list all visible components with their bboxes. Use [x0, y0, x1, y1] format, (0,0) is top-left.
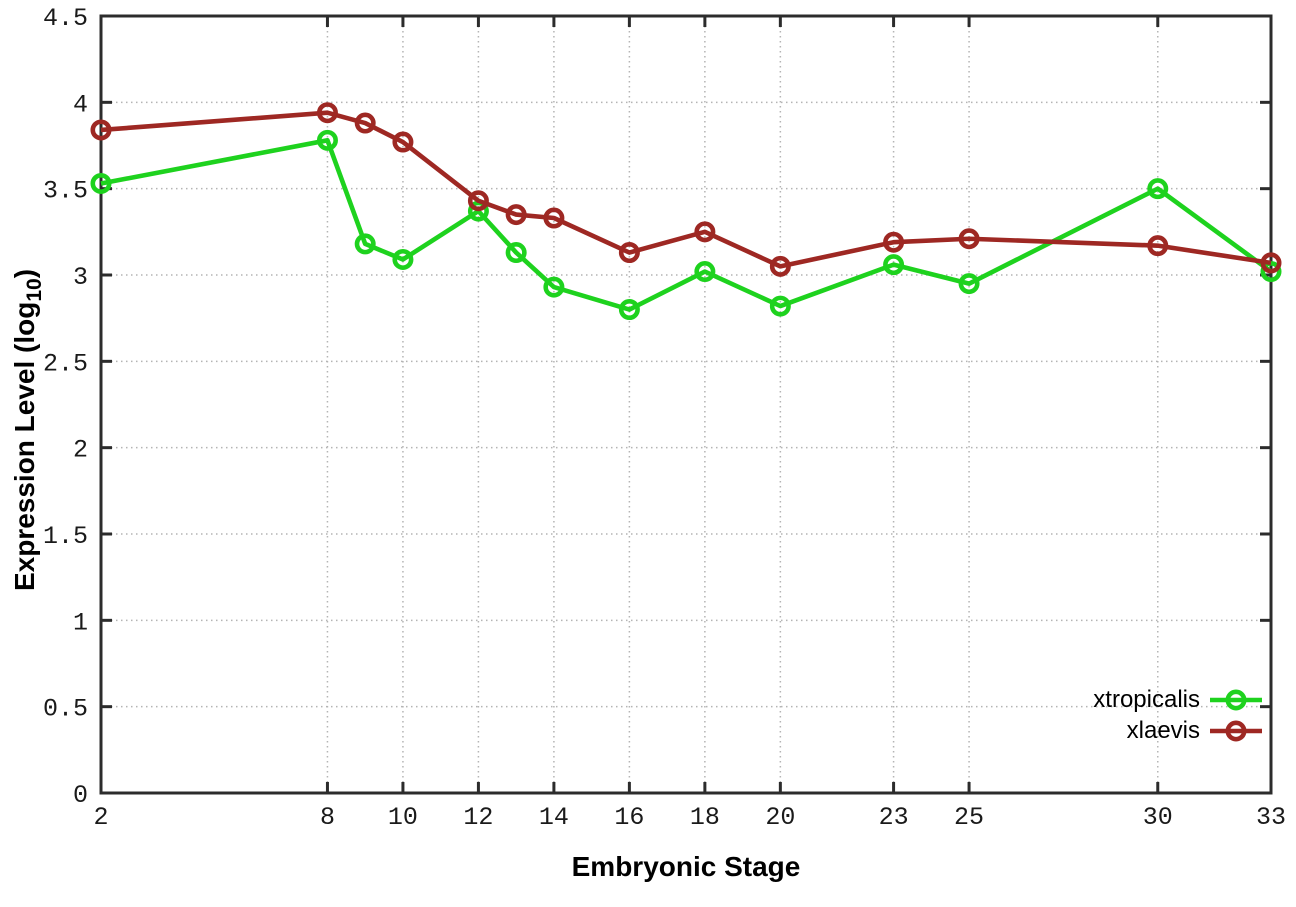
- data-point-xlaevis-stage-8: [316, 102, 338, 124]
- data-point-xlaevis-stage-14: [543, 207, 565, 229]
- data-point-xtropicalis-stage-33: [1260, 261, 1282, 283]
- y-tick-label: 1: [73, 608, 88, 637]
- data-point-xlaevis-stage-18: [694, 221, 716, 243]
- data-point-xtropicalis-stage-30: [1147, 178, 1169, 200]
- y-axis-title: Expression Level (log10): [9, 269, 46, 591]
- series-line-xtropicalis: [100, 138, 1273, 312]
- legend-label-xlaevis: xlaevis: [1126, 716, 1200, 744]
- data-point-xtropicalis-stage-8: [316, 129, 338, 151]
- data-point-xlaevis-stage-16: [618, 242, 640, 264]
- data-point-xlaevis-stage-20: [769, 255, 791, 277]
- legend-item-xtropicalis: xtropicalis: [1093, 684, 1263, 715]
- data-point-xlaevis-stage-10: [392, 131, 414, 153]
- data-point-xtropicalis-stage-9: [354, 233, 376, 255]
- y-tick-label: 1.5: [43, 522, 88, 551]
- y-tick-label: 2.5: [43, 349, 88, 378]
- y-tick-label: 3.5: [43, 177, 88, 206]
- y-tick-label: 0: [73, 781, 88, 810]
- y-tick-label: 3: [73, 263, 88, 292]
- data-point-xlaevis-stage-12: [467, 190, 489, 212]
- data-point-xlaevis-stage-23: [883, 231, 905, 253]
- data-point-xlaevis-stage-25: [958, 228, 980, 250]
- x-tick-label: 23: [879, 803, 909, 832]
- legend-item-xlaevis: xlaevis: [1093, 715, 1263, 746]
- data-point-xlaevis-stage-33: [1260, 252, 1282, 274]
- y-tick-label: 2: [73, 436, 88, 465]
- x-tick-label: 10: [388, 803, 418, 832]
- series-line-xlaevis: [100, 110, 1272, 269]
- data-point-xlaevis-stage-13: [505, 204, 527, 226]
- data-point-xtropicalis-stage-2: [90, 172, 112, 194]
- y-tick-label: 4: [73, 90, 88, 119]
- x-tick-label: 18: [690, 803, 720, 832]
- data-point-xtropicalis-stage-18: [694, 261, 716, 283]
- data-point-xtropicalis-stage-20: [769, 295, 791, 317]
- data-point-xtropicalis-stage-13: [505, 242, 527, 264]
- y-tick-label: 0.5: [43, 695, 88, 724]
- x-tick-label: 2: [93, 803, 108, 832]
- legend: xtropicalis xlaevis: [1093, 684, 1263, 746]
- data-point-xtropicalis-stage-14: [543, 276, 565, 298]
- x-tick-label: 8: [320, 803, 335, 832]
- x-tick-label: 20: [765, 803, 795, 832]
- data-point-xtropicalis-stage-10: [392, 248, 414, 270]
- x-tick-label: 33: [1256, 803, 1286, 832]
- x-tick-label: 14: [539, 803, 569, 832]
- data-point-xlaevis-stage-30: [1147, 235, 1169, 257]
- x-tick-label: 30: [1143, 803, 1173, 832]
- data-point-xtropicalis-stage-23: [883, 254, 905, 276]
- data-point-xtropicalis-stage-25: [958, 273, 980, 295]
- x-tick-label: 16: [614, 803, 644, 832]
- data-point-xlaevis-stage-2: [90, 119, 112, 141]
- x-axis-title: Embryonic Stage: [572, 851, 801, 882]
- x-tick-label: 12: [463, 803, 493, 832]
- line-point-sample-icon: [1210, 720, 1262, 741]
- x-tick-label: 25: [954, 803, 984, 832]
- data-point-xtropicalis-stage-16: [618, 299, 640, 321]
- plot-border: [99, 14, 1273, 795]
- y-tick-label: 4.5: [43, 4, 88, 33]
- line-point-sample-icon: [1210, 689, 1262, 710]
- data-point-xlaevis-stage-9: [354, 112, 376, 134]
- legend-label-xtropicalis: xtropicalis: [1093, 685, 1200, 713]
